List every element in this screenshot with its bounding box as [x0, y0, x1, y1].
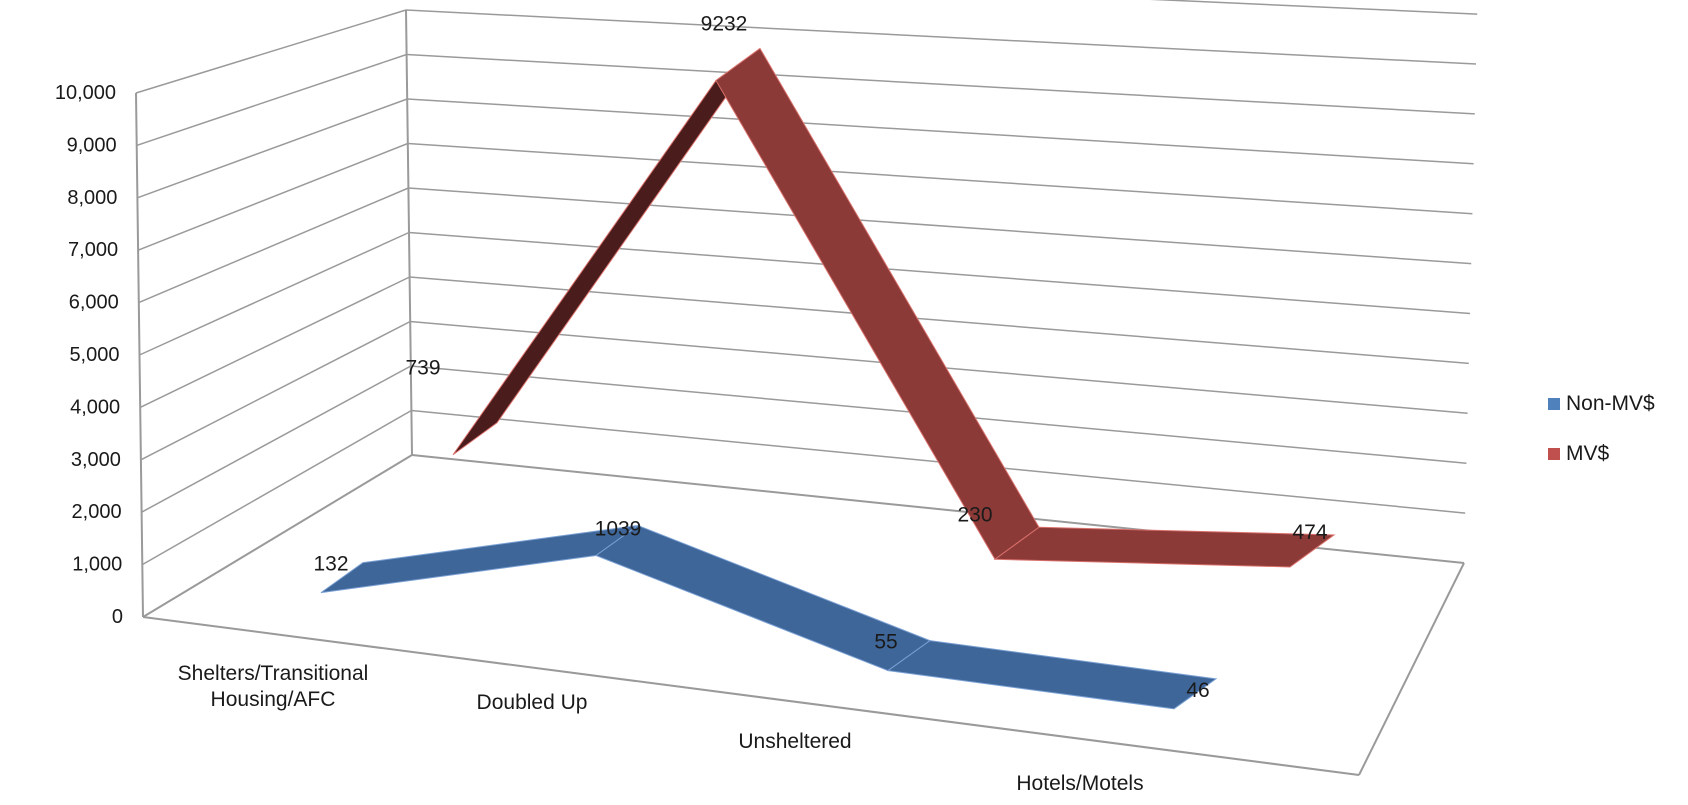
x-axis-ticks: Shelters/Transitional Housing/AFC Doubled … [178, 662, 1144, 795]
y-tick-label: 3,000 [71, 449, 121, 471]
y-tick-label: 1,000 [72, 554, 122, 576]
gridline [407, 98, 1474, 165]
y-tick-label: 6,000 [69, 292, 119, 314]
gridline-side [137, 98, 408, 199]
data-labels: 132 1039 55 46 739 9232 230 474 [313, 12, 1327, 701]
x-tick-label-line: Shelters/Transitional [178, 662, 369, 685]
chart-frame [135, 9, 1465, 776]
gridline-side [136, 53, 407, 147]
mv-ribbon-segment [993, 526, 1336, 568]
x-tick-label-line: Doubled Up [477, 691, 588, 714]
gridline-side [141, 365, 412, 513]
x-tick-label-line: Hotels/Motels [1016, 772, 1143, 795]
mv-data-label: 9232 [701, 12, 748, 35]
x-tick-label: Hotels/Motels [1016, 772, 1143, 795]
x-tick-label-line: Unsheltered [738, 730, 851, 753]
x-tick-label: Doubled Up [477, 691, 588, 714]
x-tick-label: Shelters/Transitional Housing/AFC [178, 662, 369, 711]
x-tick-label-line: Housing/AFC [211, 688, 336, 711]
y-tick-label: 10,000 [55, 82, 116, 104]
legend: Non-MV$ MV$ [1548, 392, 1678, 492]
y-axis-ticks: 0 1,000 2,000 3,000 4,000 5,000 6,000 7,000 8,00… [55, 82, 123, 628]
y-tick-label: 2,000 [72, 501, 122, 523]
gridlines [135, 0, 1478, 566]
y-tick-label: 7,000 [68, 239, 118, 261]
y-tick-label: 8,000 [67, 187, 117, 209]
non-mv-data-label: 46 [1186, 679, 1209, 702]
y-tick-label: 0 [112, 606, 123, 628]
y-tick-label: 9,000 [67, 134, 117, 156]
non-mv-data-label: 55 [874, 631, 897, 654]
y-tick-label: 5,000 [69, 344, 119, 366]
legend-label-mv: MV$ [1566, 442, 1610, 465]
series-ribbons [320, 47, 1336, 710]
gridline-side [135, 9, 407, 94]
mv-ribbon-segment [715, 47, 1040, 561]
gridline [406, 53, 1475, 115]
non-mv-data-label: 1039 [595, 518, 642, 541]
gridline [1149, 0, 1478, 15]
gridline-side [139, 276, 410, 409]
legend-label-non-mv: Non-MV$ [1566, 392, 1655, 415]
mv-data-label: 474 [1292, 521, 1327, 544]
gridline [408, 187, 1472, 265]
floor-right-edge [1358, 562, 1465, 776]
floor-front-edge [142, 616, 1360, 776]
gridline [408, 231, 1471, 315]
mv-data-label: 739 [405, 357, 440, 380]
legend-swatch-non-mv [1548, 398, 1560, 410]
y-tick-label: 4,000 [70, 396, 120, 418]
gridline [405, 9, 1477, 65]
gridline [407, 142, 1473, 215]
x-tick-label: Unsheltered [738, 730, 851, 753]
gridline-side [138, 187, 409, 304]
legend-swatch-mv [1548, 448, 1560, 460]
floor-left-edge [142, 454, 413, 618]
gridline-side [139, 231, 410, 356]
gridline-side [140, 320, 411, 461]
legend-item-non-mv: Non-MV$ [1548, 392, 1678, 416]
mv-data-label: 230 [957, 503, 992, 526]
gridline-side [141, 409, 412, 566]
legend-item-mv: MV$ [1548, 442, 1678, 466]
gridline-side [137, 142, 409, 251]
non-mv-ribbon-segment [886, 640, 1218, 710]
non-mv-data-label: 132 [313, 553, 348, 576]
non-mv-ribbon-segment [320, 525, 639, 594]
